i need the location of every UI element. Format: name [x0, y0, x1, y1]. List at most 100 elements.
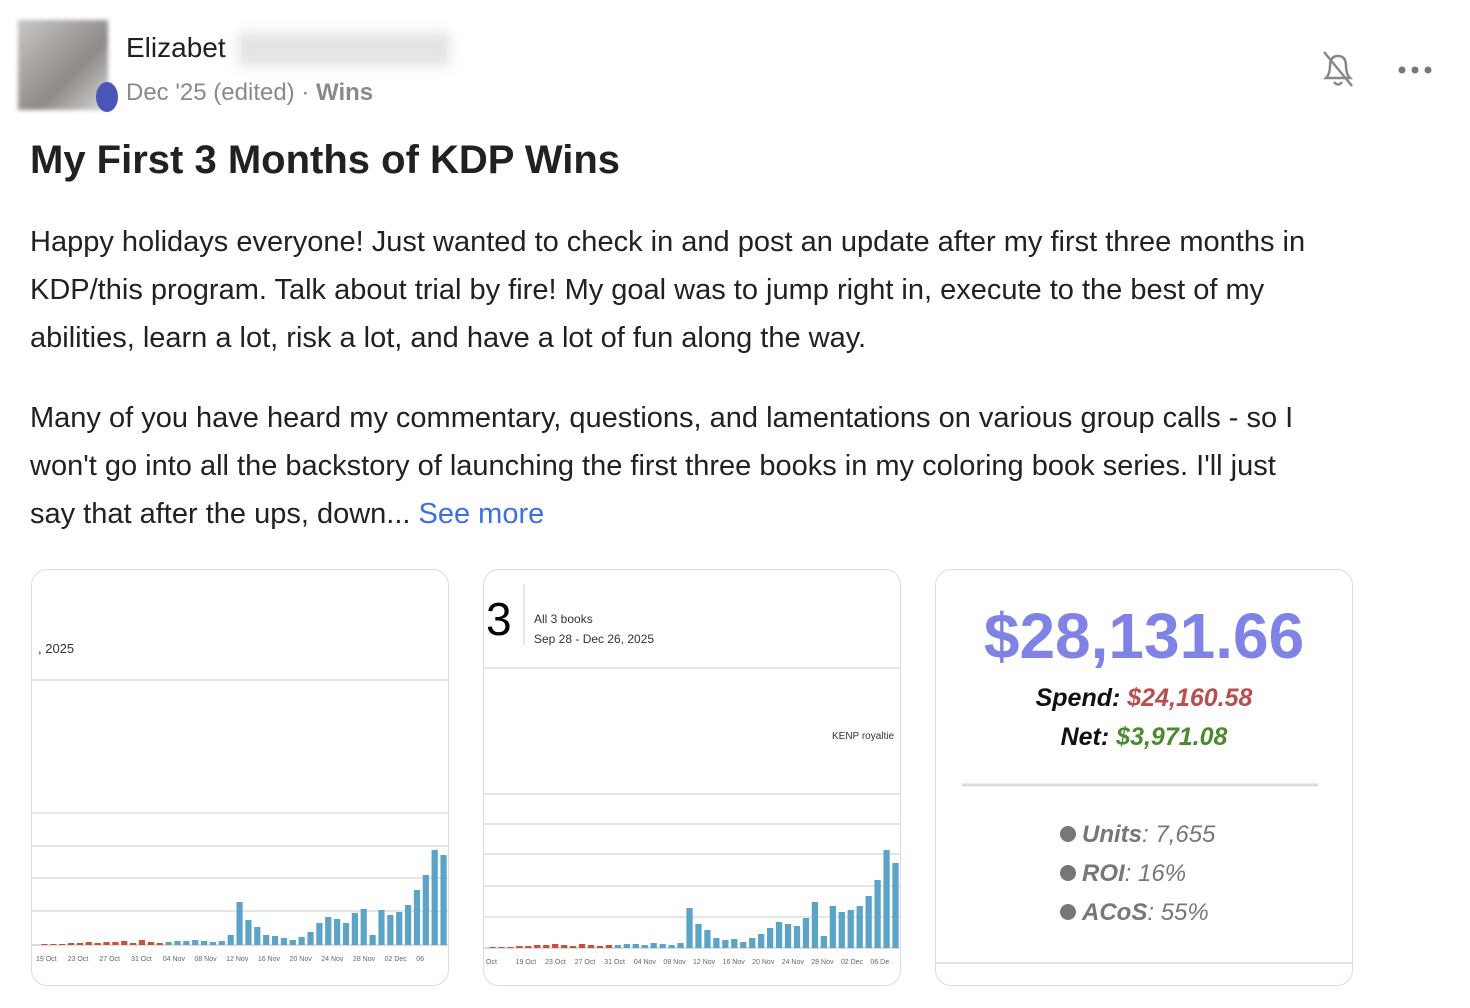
category[interactable]: Wins	[316, 79, 374, 106]
author-surname-blur	[238, 32, 450, 66]
image-card[interactable]: $28,131.66 Spend: $24,160.58 Net: $3,971.0…	[935, 569, 1353, 986]
x-tick-label: 19 Oct	[516, 959, 537, 966]
bar	[396, 912, 403, 945]
stat-row: Units: 7,655	[1082, 821, 1216, 848]
stat-value: $3,971.08	[1115, 723, 1227, 751]
bar	[50, 944, 57, 945]
bar	[623, 944, 630, 948]
bar	[254, 927, 261, 945]
stat-colon: :	[1125, 860, 1138, 887]
x-tick-label: 12 Nov	[226, 956, 249, 963]
mute-bell[interactable]	[1318, 48, 1358, 92]
bar	[722, 940, 729, 948]
stat-colon: :	[1147, 899, 1160, 926]
bar	[766, 928, 774, 948]
bar	[59, 944, 66, 945]
bar	[560, 945, 568, 948]
bar	[578, 944, 586, 948]
x-tick-label: 23 Oct	[68, 956, 89, 963]
bar	[183, 941, 190, 945]
image-card[interactable]: , 2025 19 Oct 23 Oct 27 Oct 31 Oct 04 Nov 08 N…	[31, 569, 449, 986]
total: $28,131.66	[984, 600, 1304, 672]
bar	[686, 908, 693, 948]
see-more-link[interactable]: See more	[418, 498, 545, 530]
bar	[289, 940, 296, 945]
x-tick-label: 24 Nov	[321, 956, 344, 963]
x-tick-label: 31 Oct	[604, 959, 625, 966]
x-tick-label: Oct	[486, 959, 497, 966]
bar	[749, 938, 756, 948]
bar	[298, 937, 305, 945]
bar	[811, 902, 819, 948]
date-label: , 2025	[38, 641, 74, 656]
bar	[103, 942, 110, 945]
bar	[829, 906, 836, 948]
bar	[209, 942, 217, 945]
bar	[820, 936, 828, 948]
bar	[218, 941, 225, 945]
bar	[387, 915, 394, 945]
bar	[280, 938, 288, 945]
bar	[605, 945, 613, 948]
bar	[847, 910, 854, 948]
bar	[271, 936, 279, 945]
body-line: abilities, learn a lot, risk a lot, and …	[30, 322, 867, 354]
chart-thumb: 3 All 3 books Sep 28 - Dec 26, 2025 KENP ro…	[484, 584, 900, 966]
image-card[interactable]: 3 All 3 books Sep 28 - Dec 26, 2025 KENP ro…	[483, 569, 901, 986]
stat-value: 16%	[1138, 860, 1186, 887]
bar	[892, 863, 899, 948]
stat-label: Net	[1061, 723, 1103, 751]
bar	[413, 890, 421, 945]
bar	[641, 945, 648, 948]
author-name[interactable]: Elizabet	[126, 32, 226, 63]
post-meta: Dec '25 (edited) · Wins	[126, 79, 373, 107]
stat-label: ROI	[1082, 860, 1126, 887]
x-tick-label: 23 Oct	[545, 959, 566, 966]
bar	[369, 935, 376, 945]
bar	[489, 947, 496, 948]
post-title: My First 3 Months of KDP Wins	[30, 138, 621, 182]
avatar	[18, 20, 108, 110]
bar	[784, 924, 792, 948]
bar	[713, 938, 720, 948]
x-tick-label: 31 Oct	[131, 956, 152, 963]
x-tick-label: 20 Nov	[752, 959, 775, 966]
bar	[112, 942, 119, 945]
legend-label: KENP royaltie	[832, 731, 895, 742]
range-label: Sep 28 - Dec 26, 2025	[534, 632, 654, 646]
stat-row: ACoS: 55%	[1081, 899, 1209, 926]
big-number: 3	[486, 593, 512, 645]
stat-row: Net: $3,971.08	[1061, 723, 1228, 751]
bar	[245, 920, 252, 945]
x-tick-label: 06	[416, 956, 424, 963]
x-tick-label: 06 De	[870, 959, 889, 966]
bar	[704, 930, 711, 948]
bar	[138, 940, 146, 945]
x-tick-label: 24 Nov	[782, 959, 805, 966]
x-tick-label: 16 Nov	[723, 959, 746, 966]
x-tick-label: 08 Nov	[194, 956, 217, 963]
bar	[525, 946, 532, 948]
bar	[156, 943, 163, 945]
bar	[534, 945, 541, 948]
bar	[543, 945, 550, 948]
bar	[316, 923, 323, 945]
bar	[632, 944, 639, 948]
bar	[569, 946, 577, 948]
x-tick-label: 08 Nov	[663, 959, 686, 966]
bar	[227, 935, 234, 945]
bar	[695, 924, 702, 948]
bar	[325, 917, 332, 945]
bar	[192, 940, 199, 945]
x-tick-label: 27 Oct	[575, 959, 596, 966]
stat-colon: :	[1142, 821, 1155, 848]
bar	[85, 942, 92, 945]
bar	[856, 906, 863, 948]
separator: ·	[301, 79, 310, 106]
more-menu[interactable]	[1396, 60, 1436, 80]
bar	[758, 934, 765, 948]
bar	[596, 946, 604, 948]
bar	[200, 941, 208, 945]
stat-label: Units	[1082, 821, 1142, 848]
bar	[378, 910, 385, 945]
